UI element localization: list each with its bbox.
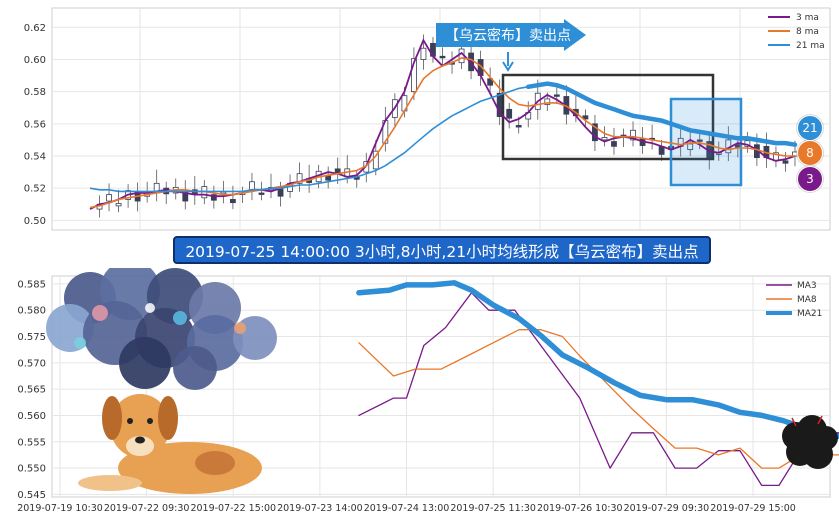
top-y-tick-label: 0.62 xyxy=(24,23,46,34)
top-legend-label: 3 ma xyxy=(796,13,819,23)
dog-ear-right xyxy=(158,396,178,440)
bottom-x-tick-label: 2019-07-29 09:30 xyxy=(624,503,710,514)
candle-body xyxy=(696,139,703,142)
dark-cloud-icon xyxy=(782,415,838,469)
dog-head xyxy=(110,394,170,458)
candle-body xyxy=(582,115,589,120)
bottom-legend-label: MA21 xyxy=(797,309,822,319)
candle-body xyxy=(506,108,513,119)
cloud-highlight xyxy=(173,311,187,325)
bottom-y-tick-label: 0.545 xyxy=(17,490,46,501)
top-candlestick-chart: 0.50 0.52 0.54 0.56 0.58 0.60 0.62 3 ma 8 ma 21 m… xyxy=(24,7,831,231)
candle-body xyxy=(782,160,789,164)
callout-arrow-shape xyxy=(436,19,586,51)
arrow-down-icon xyxy=(502,52,514,72)
ma21-badge: 21 xyxy=(797,115,823,141)
top-y-tick-label: 0.60 xyxy=(24,55,46,66)
ma3-badge: 3 xyxy=(797,166,823,192)
bottom-y-tick-label: 0.585 xyxy=(17,279,46,290)
cloud-highlight xyxy=(145,303,155,313)
candle-body xyxy=(487,78,494,86)
bottom-ma-line-0 xyxy=(358,292,839,487)
cloud-highlight xyxy=(92,305,108,321)
candle-body xyxy=(411,58,417,93)
bottom-y-tick-label: 0.575 xyxy=(17,332,46,343)
arrow-right-icon xyxy=(436,19,586,51)
bottom-x-tick-label: 2019-07-25 11:30 xyxy=(450,503,536,514)
top-ma21-thick-line xyxy=(525,81,798,147)
candle-body xyxy=(220,191,227,195)
candle-body xyxy=(439,55,446,59)
ma8-badge: 8 xyxy=(797,140,823,166)
top-legend-label: 21 ma xyxy=(796,41,825,51)
candle-body xyxy=(544,98,551,105)
bottom-ma-line-2 xyxy=(356,280,839,440)
candle-body xyxy=(210,194,217,201)
callout-label: 【乌云密布】卖出点 xyxy=(445,28,571,44)
top-y-tick-label: 0.52 xyxy=(24,184,46,195)
sell-signal-callout: 【乌云密布】卖出点 xyxy=(436,19,586,51)
candle-body xyxy=(515,125,522,128)
bottom-y-tick-label: 0.570 xyxy=(17,358,46,369)
dog-eye xyxy=(127,418,133,424)
bottom-ma-chart: 2019-07-19 10:30 2019-07-22 09:30 2019-07-… xyxy=(17,268,839,514)
bottom-y-tick-label: 0.580 xyxy=(17,306,46,317)
highlight-pattern-box xyxy=(669,97,743,187)
candle-body xyxy=(630,129,636,141)
bottom-x-tick-label: 2019-07-26 10:30 xyxy=(537,503,623,514)
bottom-legend-label: MA3 xyxy=(797,281,817,291)
bottom-x-tick-label: 2019-07-22 15:00 xyxy=(190,503,276,514)
bottom-legend-label: MA8 xyxy=(797,295,817,305)
candle-body xyxy=(296,173,303,184)
bottom-y-tick-label: 0.550 xyxy=(17,464,46,475)
top-y-tick-label: 0.56 xyxy=(24,119,46,130)
dog-nose xyxy=(135,436,145,444)
bottom-x-tick-label: 2019-07-19 10:30 xyxy=(17,503,103,514)
top-legend-label: 8 ma xyxy=(796,27,819,37)
cloud-highlight xyxy=(74,337,86,349)
candle-body xyxy=(258,192,265,195)
candle-body xyxy=(611,141,617,147)
dog-spot xyxy=(195,451,235,475)
dog-icon xyxy=(78,394,262,494)
bottom-y-tick-label: 0.555 xyxy=(17,437,46,448)
bottom-x-tick-label: 2019-07-24 13:00 xyxy=(364,503,450,514)
bottom-y-tick-label: 0.565 xyxy=(17,385,46,396)
dog-muzzle xyxy=(126,436,154,456)
bottom-x-tick-label: 2019-07-29 15:00 xyxy=(710,503,796,514)
cloud-puff xyxy=(119,337,171,389)
bottom-x-tick-label: 2019-07-22 09:30 xyxy=(104,503,190,514)
top-y-tick-label: 0.54 xyxy=(24,152,46,163)
top-y-tick-label: 0.50 xyxy=(24,216,46,227)
lightning-mark xyxy=(791,415,823,427)
top-y-tick-label: 0.58 xyxy=(24,87,46,98)
cloud-puff xyxy=(173,346,217,390)
bottom-ma-line-1 xyxy=(358,329,839,469)
candle-body xyxy=(106,194,112,202)
dog-ear-left xyxy=(102,396,122,440)
candle-body xyxy=(601,137,608,141)
signal-banner: 2019-07-25 14:00:00 3小时,8小时,21小时均线形成【乌云密… xyxy=(173,236,711,264)
candle-body xyxy=(372,150,379,170)
candle-body xyxy=(115,203,122,207)
storm-cloud-icon xyxy=(46,268,277,390)
dog-paws xyxy=(78,475,142,491)
dark-cloud-puff xyxy=(803,439,833,469)
bottom-x-tick-label: 2019-07-23 14:00 xyxy=(277,503,363,514)
dog-eye xyxy=(147,418,153,424)
cloud-highlight xyxy=(234,322,246,334)
candle-body xyxy=(553,94,560,97)
candle-body xyxy=(687,143,694,150)
candle-body xyxy=(249,181,255,191)
candle-body xyxy=(230,199,236,204)
candle-body xyxy=(592,123,598,142)
candle-body xyxy=(420,47,427,60)
bottom-y-tick-label: 0.560 xyxy=(17,411,46,422)
